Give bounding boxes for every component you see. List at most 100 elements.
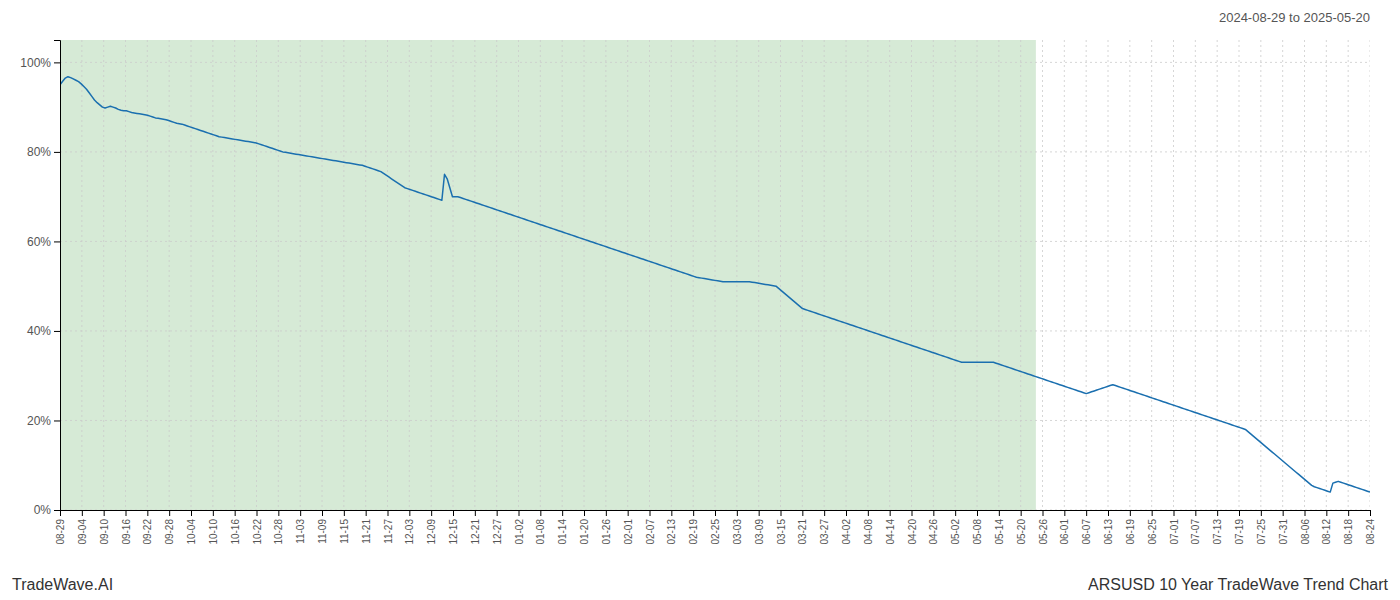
x-tick-label: 05-02 [950,519,961,545]
grid-line-x [846,40,847,510]
x-tick-mark [715,510,716,516]
x-tick-mark [366,510,367,516]
x-tick-label: 02-25 [710,519,721,545]
x-tick-label: 08-18 [1343,519,1354,545]
x-tick-label: 09-04 [77,519,88,545]
x-tick: 02-01 [623,510,634,545]
x-tick-mark [977,510,978,516]
x-tick-label: 06-01 [1059,519,1070,545]
x-tick-mark [388,510,389,516]
x-tick-mark [650,510,651,516]
x-tick: 04-14 [885,510,896,545]
grid-line-x [562,40,563,510]
y-tick-mark [54,62,60,63]
x-tick: 09-28 [164,510,175,545]
grid-line-x [736,40,737,510]
grid-line-y [60,510,1370,511]
grid-line-x [605,40,606,510]
x-tick-mark [759,510,760,516]
x-tick: 12-15 [448,510,459,545]
x-tick: 04-02 [841,510,852,545]
x-tick: 10-16 [230,510,241,545]
x-tick: 05-08 [972,510,983,545]
x-tick-label: 11-09 [317,519,328,544]
grid-line-x [1020,40,1021,510]
x-tick: 01-02 [514,510,525,545]
x-tick-label: 09-28 [164,519,175,545]
x-tick: 07-13 [1212,510,1223,545]
x-tick-mark [1174,510,1175,516]
grid-line-x [627,40,628,510]
x-tick-mark [300,510,301,516]
x-tick: 08-12 [1321,510,1332,545]
x-tick-mark [1021,510,1022,516]
x-tick-label: 12-21 [470,519,481,545]
grid-line-x [1260,40,1261,510]
grid-line-x [1129,40,1130,510]
x-tick: 03-21 [797,510,808,545]
grid-line-x [453,40,454,510]
x-tick-label: 07-25 [1256,519,1267,545]
x-tick-label: 11-15 [339,519,350,544]
x-tick-label: 12-09 [426,519,437,545]
grid-line-x [671,40,672,510]
y-tick: 40% [27,324,60,338]
x-tick-mark [169,510,170,516]
grid-line-x [1370,40,1371,510]
x-tick-label: 08-06 [1300,519,1311,545]
x-tick-mark [540,510,541,516]
x-tick-mark [737,510,738,516]
y-tick-mark [54,241,60,242]
x-tick: 07-01 [1169,510,1180,545]
x-tick-label: 12-03 [404,519,415,545]
x-tick: 11-03 [295,510,306,544]
x-tick: 07-31 [1278,510,1289,545]
x-tick-label: 10-22 [252,519,263,545]
data-line [60,77,1370,492]
grid-line-x [300,40,301,510]
y-tick: 60% [27,235,60,249]
x-tick-label: 08-24 [1365,519,1376,545]
grid-line-x [933,40,934,510]
grid-line-x [278,40,279,510]
x-tick-mark [519,510,520,516]
y-tick: 20% [27,414,60,428]
y-tick-label: 20% [27,414,51,428]
x-tick: 12-09 [426,510,437,545]
x-tick-mark [235,510,236,516]
grid-line-x [911,40,912,510]
x-tick: 06-01 [1059,510,1070,545]
grid-line-x [1173,40,1174,510]
x-tick-label: 03-21 [797,519,808,545]
x-tick-label: 05-14 [994,519,1005,545]
x-tick: 05-14 [994,510,1005,545]
x-tick: 07-25 [1256,510,1267,545]
x-tick-mark [1326,510,1327,516]
x-tick: 01-26 [601,510,612,545]
annotation: TradeWave.AI [12,576,113,593]
y-axis-line [54,41,61,511]
shaded-region [60,40,1036,510]
grid-line-x [1195,40,1196,510]
x-tick-label: 01-20 [579,519,590,545]
y-tick-label: 40% [27,324,51,338]
x-tick: 04-08 [863,510,874,545]
x-tick-label: 01-26 [601,519,612,545]
x-tick-label: 09-10 [99,519,110,545]
x-tick-label: 07-07 [1190,519,1201,545]
grid-line-x [1086,40,1087,510]
x-tick-mark [497,510,498,516]
grid-line-x [540,40,541,510]
y-tick: 80% [27,145,60,159]
x-tick-label: 04-20 [907,519,918,545]
x-tick: 06-19 [1125,510,1136,545]
grid-line-x [81,40,82,510]
grid-line-x [715,40,716,510]
grid-line-x [365,40,366,510]
y-tick-mark [54,420,60,421]
x-tick-label: 06-07 [1081,519,1092,545]
x-tick: 03-03 [732,510,743,545]
x-tick-label: 08-12 [1321,519,1332,545]
x-tick-mark [1064,510,1065,516]
x-tick: 01-08 [535,510,546,545]
